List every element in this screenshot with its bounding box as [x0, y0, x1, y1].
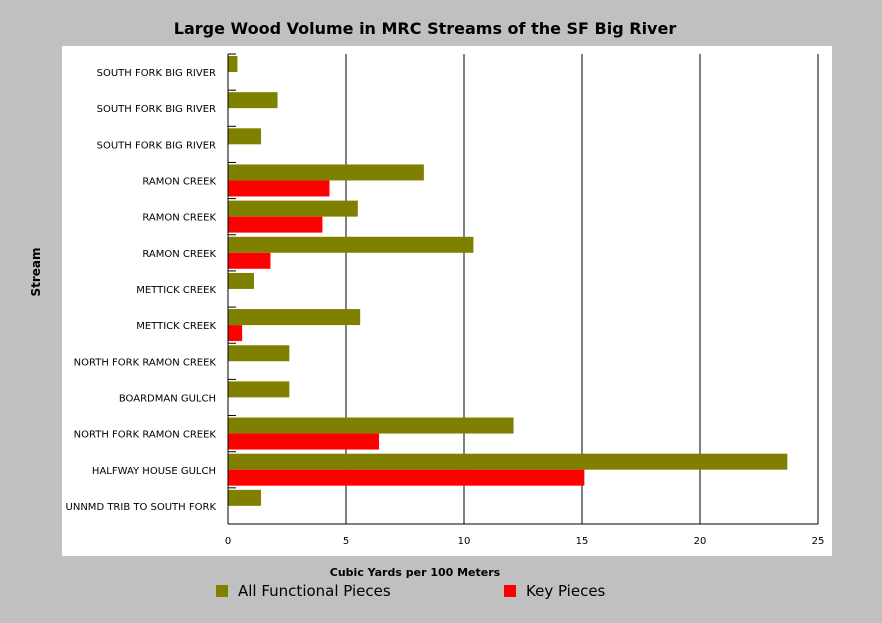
- y-tick-label-4: RAMON CREEK: [142, 213, 216, 224]
- bar-all-functional-2: [228, 128, 262, 145]
- y-tick-label-2: SOUTH FORK BIG RIVER: [97, 140, 216, 151]
- bar-all-functional-4: [228, 200, 358, 217]
- x-tick-label-5: 5: [343, 536, 349, 547]
- bar-key-pieces-3: [228, 180, 330, 197]
- bar-all-functional-0: [228, 56, 238, 72]
- chart-title: Large Wood Volume in MRC Streams of the …: [173, 19, 677, 38]
- x-tick-label-20: 20: [694, 536, 707, 547]
- legend-swatch-all-functional: [216, 585, 228, 597]
- chart-plot: SOUTH FORK BIG RIVER SOUTH FORK BIG RIVER…: [66, 53, 825, 547]
- legend-swatch-key-pieces: [504, 585, 516, 597]
- x-tick-label-15: 15: [576, 536, 589, 547]
- bar-all-functional-10: [228, 417, 514, 434]
- bar-all-functional-7: [228, 309, 361, 326]
- y-tick-label-8: NORTH FORK RAMON CREEK: [74, 357, 217, 368]
- bar-key-pieces-7: [228, 325, 243, 342]
- legend-item-key-pieces: Key Pieces: [504, 582, 605, 600]
- y-tick-label-3: RAMON CREEK: [142, 177, 216, 188]
- plot-panel: SOUTH FORK BIG RIVER SOUTH FORK BIG RIVER…: [62, 46, 832, 556]
- bar-all-functional-1: [228, 92, 278, 109]
- bar-key-pieces-5: [228, 252, 271, 269]
- x-tick-label-0: 0: [225, 536, 231, 547]
- y-tick-label-1: SOUTH FORK BIG RIVER: [97, 104, 216, 115]
- y-tick-label-9: BOARDMAN GULCH: [119, 393, 216, 404]
- y-tick-label-7: METTICK CREEK: [136, 321, 216, 332]
- x-tick-label-10: 10: [458, 536, 471, 547]
- bar-key-pieces-4: [228, 216, 323, 233]
- y-tick-label-6: METTICK CREEK: [136, 285, 216, 296]
- bar-all-functional-8: [228, 345, 290, 362]
- bar-all-functional-11: [228, 453, 788, 470]
- x-axis-title: Cubic Yards per 100 Meters: [329, 566, 501, 579]
- legend-label-all-functional: All Functional Pieces: [238, 582, 391, 600]
- y-tick-label-10: NORTH FORK RAMON CREEK: [74, 430, 217, 441]
- y-tick-label-5: RAMON CREEK: [142, 249, 216, 260]
- y-tick-label-12: UNNMD TRIB TO SOUTH FORK: [66, 502, 217, 513]
- bar-key-pieces-10: [228, 433, 380, 450]
- x-tick-label-25: 25: [812, 536, 825, 547]
- y-axis-title: Stream: [29, 247, 43, 297]
- bar-all-functional-6: [228, 272, 254, 289]
- bar-all-functional-9: [228, 381, 290, 398]
- bar-all-functional-3: [228, 164, 424, 181]
- bar-key-pieces-11: [228, 469, 585, 486]
- y-tick-label-0: SOUTH FORK BIG RIVER: [97, 68, 216, 79]
- bar-all-functional-5: [228, 236, 474, 253]
- legend-item-all-functional: All Functional Pieces: [216, 582, 391, 600]
- y-tick-label-11: HALFWAY HOUSE GULCH: [92, 466, 216, 477]
- bar-all-functional-12: [228, 489, 262, 506]
- legend-label-key-pieces: Key Pieces: [526, 582, 606, 600]
